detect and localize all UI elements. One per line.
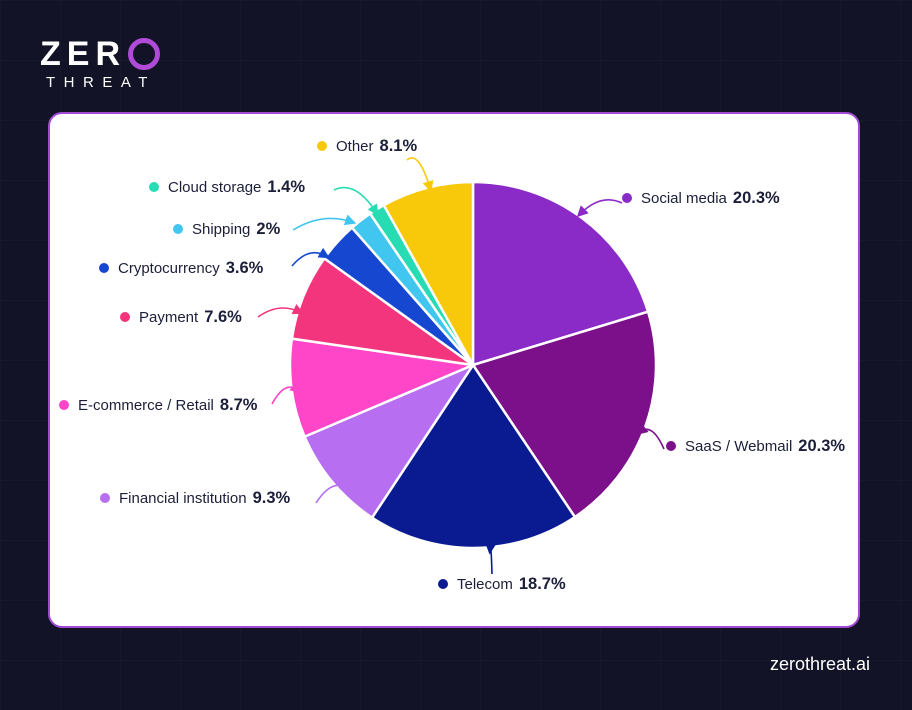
pie-chart: Social media 20.3% SaaS / Webmail 20.3% Tele… [59,137,845,593]
slice-label-financial-institution: Financial institution 9.3% [119,489,291,507]
slice-name: Shipping [192,221,250,238]
slice-name: Financial institution [119,490,247,507]
slice-value: 8.7% [220,396,258,414]
slice-label-cloud-storage: Cloud storage 1.4% [168,178,305,196]
slice-label-saas-webmail: SaaS / Webmail 20.3% [685,437,845,455]
legend-dot-payment [120,312,130,322]
legend-dot-shipping [173,224,183,234]
label-arrow-social-media [576,199,623,218]
slice-label-payment: Payment 7.6% [139,308,242,326]
site-url: zerothreat.ai [769,654,870,674]
slice-value: 8.1% [380,137,418,155]
slice-name: E-commerce / Retail [78,397,214,414]
slice-value: 7.6% [204,308,242,326]
slice-label-telecom: Telecom 18.7% [457,575,566,593]
label-arrow-payment [257,304,305,318]
slice-name: Cryptocurrency [118,260,220,277]
slice-value: 3.6% [226,259,264,277]
slice-label-social-media: Social media 20.3% [641,189,780,207]
label-arrow-saas-webmail [636,423,665,450]
label-arrow-financial-institution [315,479,352,504]
legend-dot-financial-institution [100,493,110,503]
slice-name: Payment [139,309,199,326]
slice-name: Telecom [457,576,513,593]
legend-dot-social-media [622,193,632,203]
label-arrow-cryptocurrency [291,247,330,267]
slice-label-shipping: Shipping 2% [192,220,281,238]
slice-value: 1.4% [267,178,305,196]
slice-label-e-commerce-retail: E-commerce / Retail 8.7% [78,396,258,414]
legend-dot-telecom [438,579,448,589]
slice-name: Social media [641,190,728,207]
logo-wordmark: ZER [40,35,126,73]
logo-o-ring-icon [128,38,160,70]
slice-value: 20.3% [733,189,780,207]
zerothreat-logo: ZER THREAT [40,36,160,91]
slice-value: 9.3% [253,489,291,507]
slice-name: SaaS / Webmail [685,438,792,455]
pie-slice-financial-institution [303,363,475,519]
legend-dot-other [317,141,327,151]
label-arrow-telecom [485,542,497,575]
slice-value: 20.3% [798,437,845,455]
legend-dot-saas-webmail [666,441,676,451]
pie-slice-telecom [370,363,577,550]
slice-label-cryptocurrency: Cryptocurrency 3.6% [118,259,264,277]
legend-dot-cryptocurrency [99,263,109,273]
logo-subtitle: THREAT [46,74,156,91]
label-arrow-other [406,157,434,193]
label-arrow-shipping [292,214,357,231]
slice-label-other: Other 8.1% [336,137,417,155]
label-arrow-cloud-storage [333,186,379,216]
slice-value: 18.7% [519,575,566,593]
legend-dot-cloud-storage [149,182,159,192]
slice-name: Other [336,138,374,155]
pie-slice-social-media [471,180,650,367]
legend-dot-e-commerce-retail [59,400,69,410]
slice-name: Cloud storage [168,179,261,196]
label-arrow-e-commerce-retail [271,381,302,405]
chart-card: Social media 20.3% SaaS / Webmail 20.3% Tele… [48,112,860,628]
slice-value: 2% [256,220,280,238]
